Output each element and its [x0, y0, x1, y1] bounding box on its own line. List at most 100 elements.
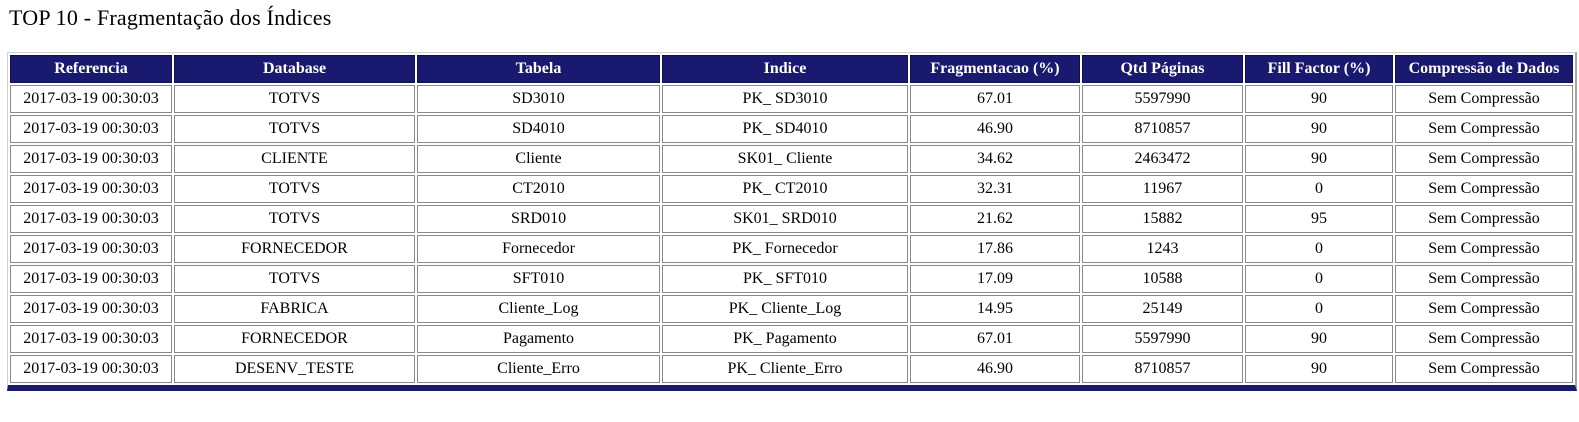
index-fragmentation-table: Referencia Database Tabela Indice Fragmentac…	[7, 52, 1577, 391]
table-cell: 90	[1245, 115, 1393, 143]
table-cell: Sem Compressão	[1395, 115, 1573, 143]
table-cell: TOTVS	[174, 115, 415, 143]
table-cell: SFT010	[417, 265, 660, 293]
column-header: Fragmentacao (%)	[910, 55, 1080, 83]
table-row: 2017-03-19 00:30:03 TOTVS CT2010 PK_ CT2010…	[10, 175, 1573, 203]
table-cell: Sem Compressão	[1395, 85, 1573, 113]
table-body: 2017-03-19 00:30:03 TOTVS SD3010 PK_ SD3010…	[10, 85, 1573, 383]
table-cell: 5597990	[1082, 325, 1243, 353]
column-header: Tabela	[417, 55, 660, 83]
table-cell: PK_ Cliente_Erro	[662, 355, 908, 383]
table-cell: 2017-03-19 00:30:03	[10, 115, 172, 143]
table-cell: FORNECEDOR	[174, 235, 415, 263]
table-cell: 2017-03-19 00:30:03	[10, 175, 172, 203]
table-cell: SD3010	[417, 85, 660, 113]
page-title: TOP 10 - Fragmentação dos Índices	[9, 5, 332, 30]
table-cell: 90	[1245, 355, 1393, 383]
table-cell: 90	[1245, 145, 1393, 173]
table-cell: 17.09	[910, 265, 1080, 293]
table-cell: 32.31	[910, 175, 1080, 203]
table-cell: FABRICA	[174, 295, 415, 323]
table-cell: Pagamento	[417, 325, 660, 353]
table-cell: Cliente_Log	[417, 295, 660, 323]
table-cell: 67.01	[910, 325, 1080, 353]
column-header: Fill Factor (%)	[1245, 55, 1393, 83]
table-cell: DESENV_TESTE	[174, 355, 415, 383]
table-cell: 2017-03-19 00:30:03	[10, 235, 172, 263]
table-cell: 25149	[1082, 295, 1243, 323]
table-cell: PK_ CT2010	[662, 175, 908, 203]
table-cell: 1243	[1082, 235, 1243, 263]
table-cell: Sem Compressão	[1395, 235, 1573, 263]
table-row: 2017-03-19 00:30:03 FORNECEDOR Fornecedor P…	[10, 235, 1573, 263]
table-cell: CT2010	[417, 175, 660, 203]
table-row: 2017-03-19 00:30:03 FABRICA Cliente_Log PK_…	[10, 295, 1573, 323]
table-cell: 90	[1245, 325, 1393, 353]
table-cell: PK_ SFT010	[662, 265, 908, 293]
table-cell: Cliente_Erro	[417, 355, 660, 383]
table-cell: 15882	[1082, 205, 1243, 233]
table-cell: 11967	[1082, 175, 1243, 203]
table-cell: 17.86	[910, 235, 1080, 263]
table-cell: 34.62	[910, 145, 1080, 173]
table-cell: 14.95	[910, 295, 1080, 323]
table-cell: TOTVS	[174, 175, 415, 203]
table-cell: 95	[1245, 205, 1393, 233]
table-cell: PK_ Cliente_Log	[662, 295, 908, 323]
table-row: 2017-03-19 00:30:03 TOTVS SD3010 PK_ SD3010…	[10, 85, 1573, 113]
table-cell: SK01_ Cliente	[662, 145, 908, 173]
table-row: 2017-03-19 00:30:03 DESENV_TESTE Cliente_E…	[10, 355, 1573, 383]
table-cell: 5597990	[1082, 85, 1243, 113]
table-cell: TOTVS	[174, 85, 415, 113]
column-header: Database	[174, 55, 415, 83]
table-cell: 0	[1245, 295, 1393, 323]
column-header: Referencia	[10, 55, 172, 83]
table-cell: Sem Compressão	[1395, 355, 1573, 383]
table-cell: PK_ Fornecedor	[662, 235, 908, 263]
table-cell: PK_ SD3010	[662, 85, 908, 113]
table-cell: TOTVS	[174, 265, 415, 293]
table-cell: Sem Compressão	[1395, 175, 1573, 203]
table-cell: Sem Compressão	[1395, 205, 1573, 233]
table-cell: 2463472	[1082, 145, 1243, 173]
table-row: 2017-03-19 00:30:03 TOTVS SRD010 SK01_ SRD0…	[10, 205, 1573, 233]
header-row: Referencia Database Tabela Indice Fragmentac…	[10, 55, 1573, 83]
table-cell: 8710857	[1082, 115, 1243, 143]
table-cell: 46.90	[910, 115, 1080, 143]
table-cell: Sem Compressão	[1395, 295, 1573, 323]
table-cell: 10588	[1082, 265, 1243, 293]
table-cell: 21.62	[910, 205, 1080, 233]
table-cell: 0	[1245, 235, 1393, 263]
table-cell: 2017-03-19 00:30:03	[10, 355, 172, 383]
column-header: Compressão de Dados	[1395, 55, 1573, 83]
column-header: Indice	[662, 55, 908, 83]
table-cell: SD4010	[417, 115, 660, 143]
table-cell: Sem Compressão	[1395, 265, 1573, 293]
table-cell: Sem Compressão	[1395, 325, 1573, 353]
table-cell: Fornecedor	[417, 235, 660, 263]
table-cell: SRD010	[417, 205, 660, 233]
table-cell: CLIENTE	[174, 145, 415, 173]
table-cell: 2017-03-19 00:30:03	[10, 205, 172, 233]
table-cell: 90	[1245, 85, 1393, 113]
table-cell: 2017-03-19 00:30:03	[10, 85, 172, 113]
table-cell: 2017-03-19 00:30:03	[10, 145, 172, 173]
table-cell: 46.90	[910, 355, 1080, 383]
table-cell: 2017-03-19 00:30:03	[10, 295, 172, 323]
table-cell: PK_ Pagamento	[662, 325, 908, 353]
table-cell: 0	[1245, 175, 1393, 203]
table-cell: 2017-03-19 00:30:03	[10, 265, 172, 293]
column-header: Qtd Páginas	[1082, 55, 1243, 83]
table-cell: Cliente	[417, 145, 660, 173]
table-cell: TOTVS	[174, 205, 415, 233]
table-row: 2017-03-19 00:30:03 CLIENTE Cliente SK01_ C…	[10, 145, 1573, 173]
table-cell: SK01_ SRD010	[662, 205, 908, 233]
table-cell: 8710857	[1082, 355, 1243, 383]
table-row: 2017-03-19 00:30:03 TOTVS SD4010 PK_ SD4010…	[10, 115, 1573, 143]
table-row: 2017-03-19 00:30:03 TOTVS SFT010 PK_ SFT010…	[10, 265, 1573, 293]
table-cell: Sem Compressão	[1395, 145, 1573, 173]
table-cell: 2017-03-19 00:30:03	[10, 325, 172, 353]
table-cell: 67.01	[910, 85, 1080, 113]
table-cell: PK_ SD4010	[662, 115, 908, 143]
table-cell: 0	[1245, 265, 1393, 293]
